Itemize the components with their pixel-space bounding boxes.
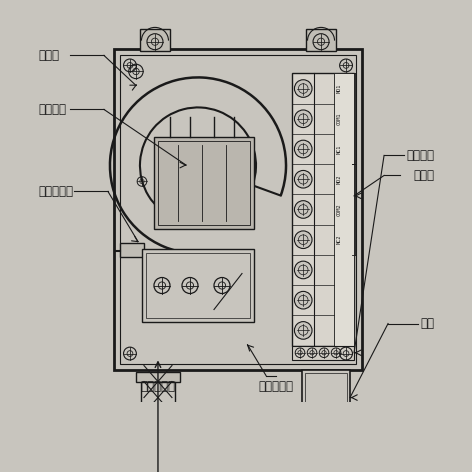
- Bar: [136, 371, 180, 381]
- Bar: [149, 413, 167, 454]
- Text: NO1: NO1: [337, 84, 341, 93]
- Bar: [120, 55, 356, 363]
- Text: 端子台: 端子台: [413, 169, 434, 182]
- Bar: [142, 250, 254, 321]
- Bar: [146, 253, 250, 318]
- Text: 波登管: 波登管: [38, 49, 59, 62]
- Text: 导管: 导管: [420, 317, 434, 330]
- Bar: [292, 346, 354, 360]
- Text: 地线端子: 地线端子: [406, 149, 434, 162]
- Text: COM2: COM2: [337, 203, 341, 216]
- Bar: [120, 244, 144, 258]
- Bar: [141, 381, 175, 413]
- Circle shape: [295, 201, 312, 218]
- Bar: [147, 452, 169, 462]
- Text: 设定调整轴: 设定调整轴: [259, 380, 294, 393]
- Bar: [154, 137, 254, 229]
- Bar: [305, 373, 347, 422]
- Text: COM1: COM1: [337, 112, 341, 125]
- Text: 微动开关: 微动开关: [38, 103, 66, 116]
- Text: NC1: NC1: [337, 144, 341, 154]
- Circle shape: [295, 291, 312, 309]
- Circle shape: [295, 321, 312, 339]
- Text: 设定锁定轴: 设定锁定轴: [38, 185, 73, 198]
- Bar: [302, 370, 350, 426]
- Bar: [292, 74, 354, 346]
- Circle shape: [295, 261, 312, 279]
- Bar: [114, 50, 362, 370]
- Circle shape: [295, 140, 312, 158]
- Circle shape: [295, 231, 312, 249]
- Circle shape: [295, 170, 312, 188]
- Bar: [158, 142, 250, 226]
- Text: 压力导入口: 压力导入口: [141, 380, 176, 393]
- Bar: [306, 29, 336, 51]
- Bar: [334, 74, 354, 346]
- Circle shape: [295, 110, 312, 127]
- Bar: [316, 444, 336, 454]
- Text: NC2: NC2: [337, 235, 341, 244]
- Text: NO2: NO2: [337, 175, 341, 184]
- Circle shape: [295, 80, 312, 97]
- Bar: [140, 29, 170, 51]
- Bar: [312, 426, 340, 446]
